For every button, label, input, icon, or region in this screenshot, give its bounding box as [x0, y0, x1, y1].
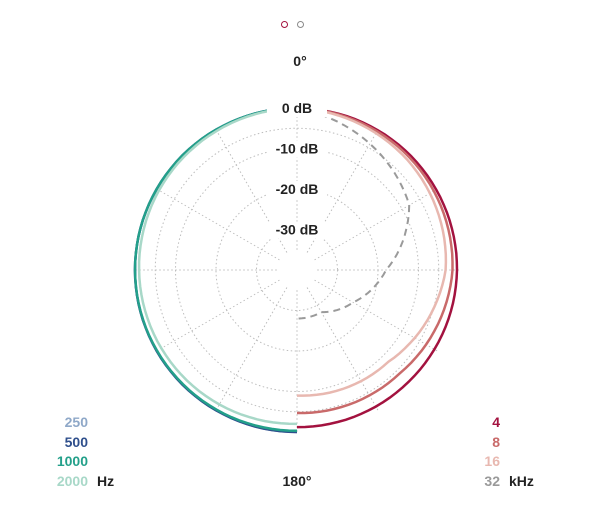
label-bg [267, 181, 327, 198]
curve-2000-hz [137, 106, 298, 426]
legend-value-8: 8 [492, 433, 500, 450]
legend-khz: 4 8 16 32 kHz [480, 413, 534, 492]
legend-value-500: 500 [64, 433, 88, 450]
polar-labels: 0 dB -10 dB -20 dB -30 dB 0° 180° [267, 53, 327, 489]
angle-label-180: 180° [283, 473, 312, 489]
legend-unit-hz: Hz [97, 472, 115, 489]
legend-value-2000: 2000 [56, 472, 88, 489]
legend-value-16: 16 [484, 453, 500, 469]
radial-label-30db: -30 dB [276, 222, 319, 238]
page-indicator [281, 21, 304, 28]
legend-item-1000: 1000 [50, 452, 114, 472]
legend-hz: 250 500 1000 2000 Hz [50, 413, 114, 491]
label-bg [267, 221, 327, 239]
radial-label-0db: 0 dB [282, 100, 312, 116]
curve-8-khz [296, 106, 454, 415]
radial-label-20db: -20 dB [276, 181, 319, 197]
page-dot-2[interactable] [297, 21, 304, 28]
grid-spoke [156, 279, 280, 352]
legend-item-8: 8 [480, 433, 534, 453]
curve-16-khz [296, 106, 448, 397]
label-bg [267, 100, 327, 117]
legend-item-500: 500 [50, 433, 114, 453]
legend-item-250: 250 [50, 413, 114, 433]
grid-spoke [215, 287, 288, 411]
legend-item-32: 32 kHz [480, 472, 534, 492]
legend-item-2000: 2000 Hz [50, 472, 114, 492]
radial-label-10db: -10 dB [276, 141, 319, 157]
grid-spoke [156, 188, 280, 261]
page-dot-1[interactable] [281, 21, 288, 28]
grid-ring [154, 127, 440, 413]
polar-curves [133, 106, 459, 434]
legend-value-32: 32 [484, 472, 500, 489]
label-bg [267, 140, 327, 158]
legend-value-1000: 1000 [56, 453, 88, 469]
grid-spoke [306, 287, 379, 411]
grid-spoke [314, 188, 438, 261]
legend-value-4: 4 [492, 414, 500, 430]
legend-item-16: 16 [480, 452, 534, 472]
legend-value-250: 250 [64, 414, 88, 430]
legend-item-4: 4 [480, 413, 534, 433]
curve-1000-hz [133, 106, 298, 433]
curve-4-khz [296, 106, 459, 429]
legend-unit-khz: kHz [509, 472, 534, 489]
grid-spoke [314, 279, 438, 352]
angle-label-0: 0° [293, 53, 306, 69]
